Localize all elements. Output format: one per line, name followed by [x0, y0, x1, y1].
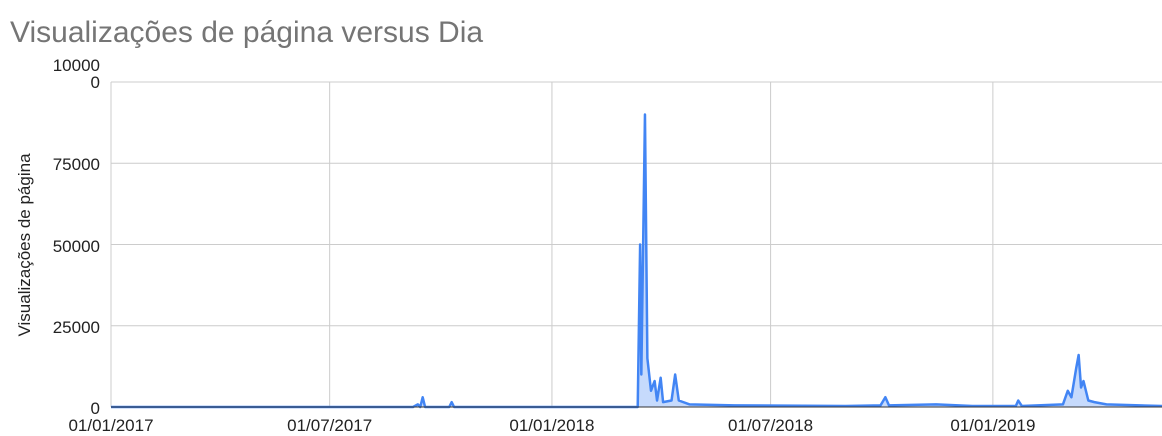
x-tick-label: 01/01/2019 [950, 416, 1035, 435]
y-tick-label: 100000 [52, 56, 100, 92]
y-tick-label: 0 [90, 399, 100, 418]
y-tick-label: 50000 [52, 236, 100, 256]
area-fill [111, 114, 1162, 407]
y-tick-label: 75000 [52, 155, 100, 175]
y-tick-label: 25000 [52, 317, 100, 337]
x-tick-label: 01/01/2018 [509, 416, 594, 435]
x-tick-label: 01/01/2017 [68, 416, 153, 435]
x-tick-label: 01/07/2017 [287, 416, 372, 435]
chart-title: Visualizações de página versus Dia [10, 16, 483, 49]
x-tick-label: 01/07/2018 [728, 416, 813, 435]
series-line [111, 113, 1162, 409]
y-axis-title: Visualizações de página [15, 153, 34, 337]
